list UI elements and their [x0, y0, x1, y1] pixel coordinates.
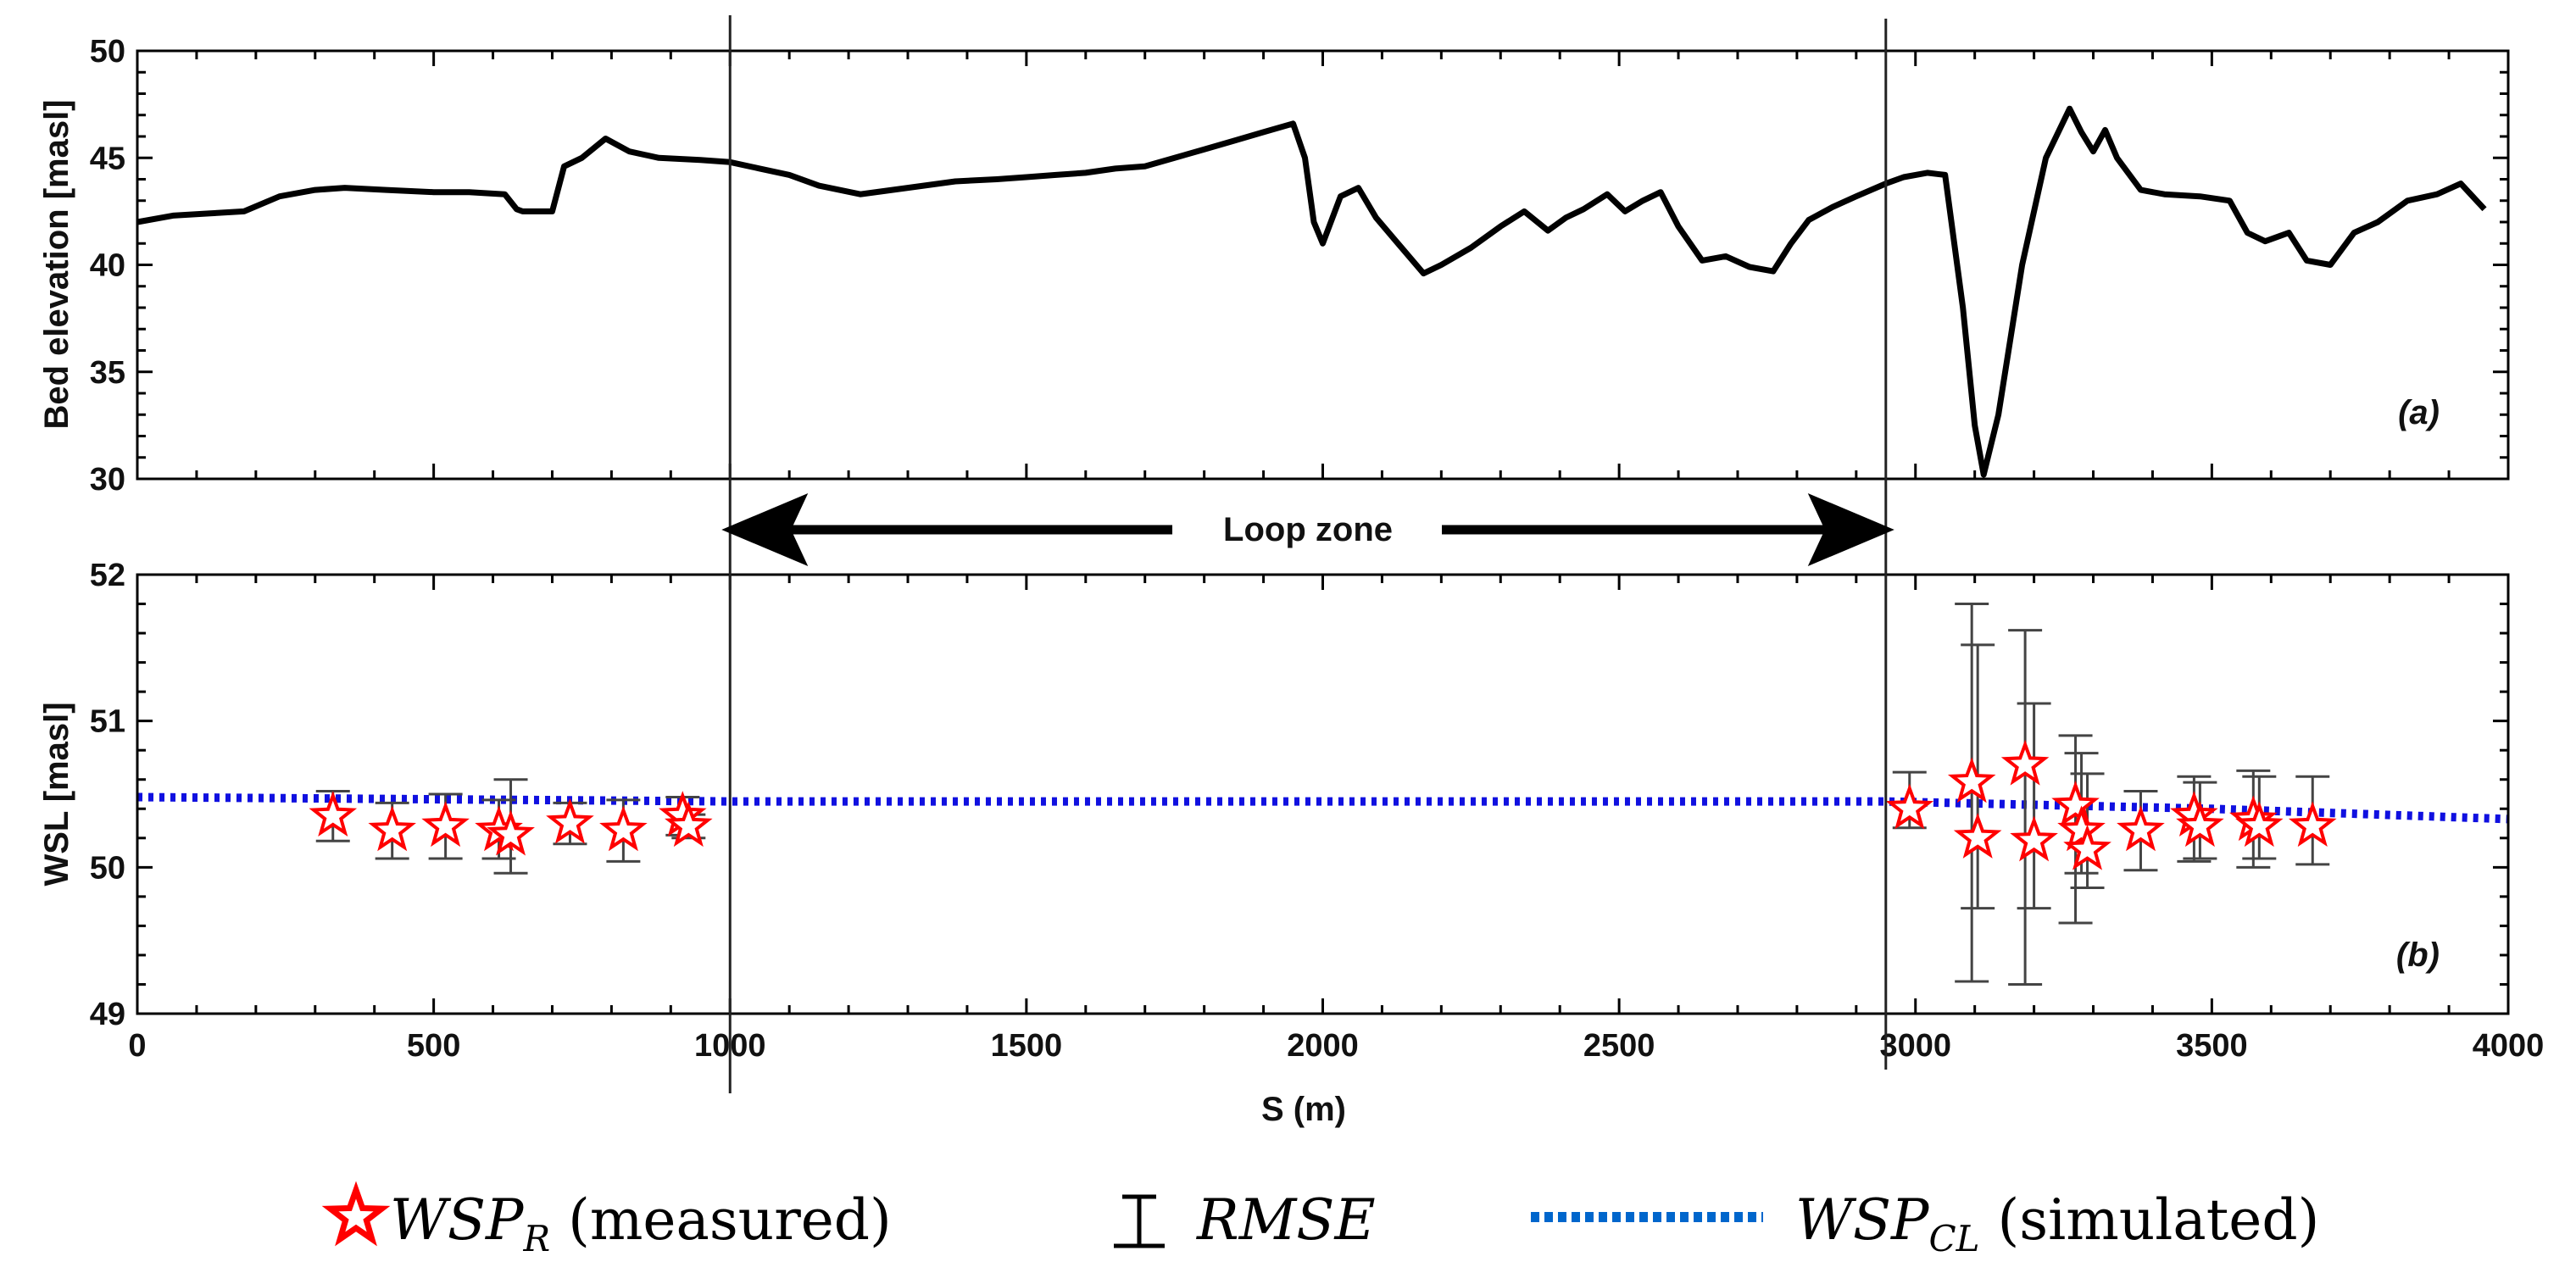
loop-zone-label: Loop zone: [1223, 511, 1393, 548]
x-tick-label: 3500: [2176, 1028, 2248, 1064]
measured-point: [2000, 739, 2050, 786]
panel-b-ticks: [136, 573, 2510, 1015]
y-tick-label: 30: [90, 462, 125, 498]
loop-zone-right-arrowhead: [1807, 493, 1894, 566]
panel-a-frame: [136, 49, 2510, 481]
panel-a-tag: (a): [2398, 394, 2440, 431]
measured-point: [2288, 801, 2337, 848]
y-tick-label: 50: [90, 850, 125, 886]
x-tick-label: 2500: [1583, 1028, 1655, 1064]
measured-point: [599, 805, 648, 852]
y-tick-label: 40: [90, 248, 125, 284]
measured-point: [421, 801, 470, 848]
simulated-wsp-line: [136, 792, 2509, 824]
legend-item-simulated: WSPCL (simulated): [1531, 1187, 2319, 1259]
measured-point: [1885, 783, 1934, 830]
legend-star-marker: [321, 1181, 391, 1247]
legend-rmse-label: RMSE: [1196, 1187, 1376, 1253]
rmse-error-bars: [315, 603, 2330, 986]
x-tick-label: 4000: [2473, 1028, 2545, 1064]
y-tick-label: 45: [90, 141, 125, 176]
panel-a-ylabel: Bed elevation [masl]: [38, 99, 75, 429]
panel-b-x-tick-labels: 0 500 1000 1500 2000 2500 3000 3500 4000: [128, 1028, 2544, 1064]
x-tick-label: 1500: [991, 1028, 1063, 1064]
measured-point: [665, 801, 713, 848]
y-tick-label: 51: [90, 704, 125, 740]
legend-simulated-label: WSPCL (simulated): [1795, 1187, 2319, 1259]
y-tick-label: 49: [90, 997, 125, 1032]
measured-point: [487, 809, 535, 856]
measured-point: [309, 791, 358, 837]
measured-wsp-points: [309, 739, 2337, 870]
measured-point: [368, 805, 416, 852]
legend-measured-label: WSPR (measured): [390, 1187, 892, 1259]
loop-zone: Loop zone: [721, 15, 1894, 1093]
panel-b-frame: [136, 573, 2510, 1015]
y-tick-label: 35: [90, 355, 125, 391]
measured-point: [2063, 824, 2111, 870]
y-tick-label: 52: [90, 558, 125, 593]
legend-errorbar-marker: [1114, 1194, 1165, 1248]
measured-point: [2117, 805, 2165, 852]
loop-zone-left-arrowhead: [721, 493, 809, 566]
panel-b-y-tick-labels: 49 50 51 52: [90, 558, 125, 1032]
bed-elevation-line: [136, 105, 2487, 478]
panel-b-tag: (b): [2396, 937, 2440, 974]
panel-b-ylabel: WSL [masl]: [38, 702, 75, 886]
x-tick-label: 2000: [1287, 1028, 1359, 1064]
legend: WSPR (measured) RMSE WSPCL (simulated): [321, 1181, 2319, 1259]
measured-point: [2176, 801, 2224, 848]
x-tick-label: 0: [128, 1028, 146, 1064]
measured-point: [2051, 781, 2100, 826]
x-tick-label: 500: [407, 1028, 460, 1064]
measured-point: [2057, 805, 2106, 852]
y-tick-label: 50: [90, 34, 125, 69]
measured-point: [2010, 815, 2058, 862]
panel-a-y-tick-labels: 30 35 40 45 50: [90, 34, 125, 498]
legend-item-rmse: RMSE: [1114, 1187, 1376, 1253]
panel-a-ticks: [136, 49, 2510, 481]
legend-item-measured: WSPR (measured): [321, 1181, 892, 1259]
panel-b-xlabel: S (m): [1261, 1091, 1346, 1128]
panel-a-bed-elevation: 30 35 40 45 50 Bed elevation [masl] (a): [38, 34, 2510, 498]
x-tick-label: 3000: [1879, 1028, 1951, 1064]
measured-point: [546, 798, 594, 844]
measured-point: [1947, 757, 1996, 803]
measured-point: [2235, 801, 2284, 848]
measured-point: [1953, 813, 2002, 859]
